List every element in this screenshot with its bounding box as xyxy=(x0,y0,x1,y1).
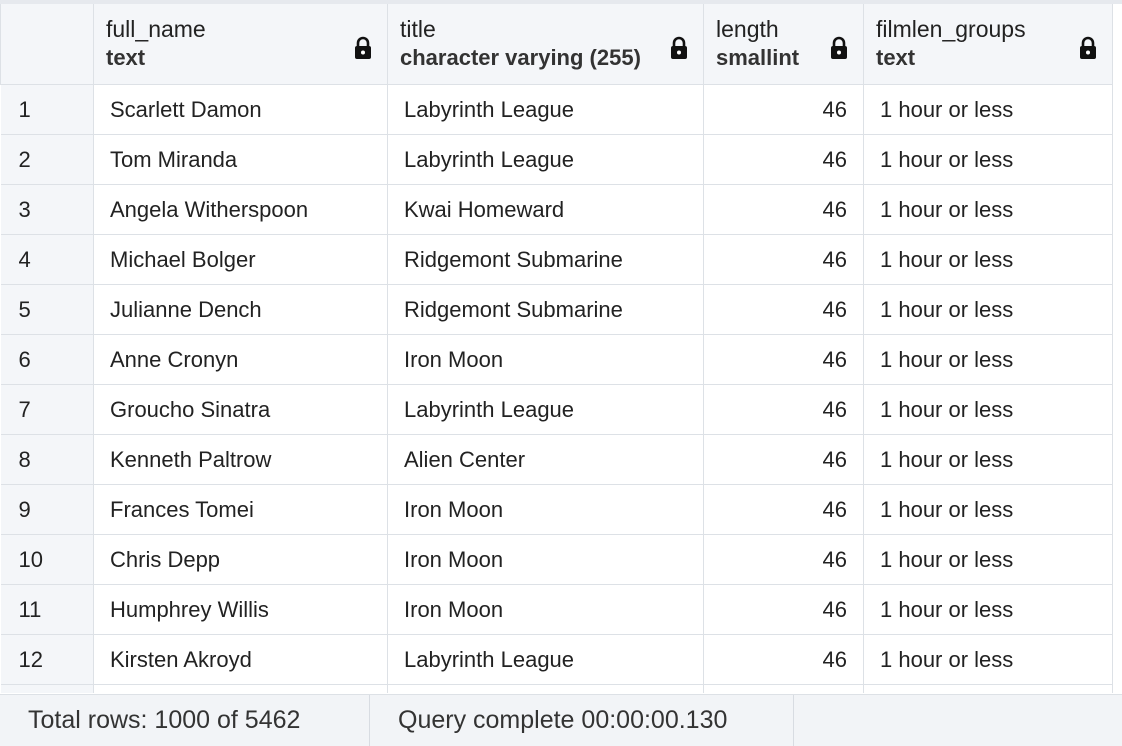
table-row[interactable]: 3 Angela Witherspoon Kwai Homeward 46 1 hour… xyxy=(0,184,1113,235)
cell-filmlen-groups[interactable]: 1 hour or less xyxy=(863,184,1113,235)
table-row[interactable]: 11 Humphrey Willis Iron Moon 46 1 hour or le… xyxy=(0,584,1113,635)
table-row[interactable]: 12 Kirsten Akroyd Labyrinth League 46 1 hour… xyxy=(0,634,1113,685)
cell-length[interactable]: 46 xyxy=(703,384,864,435)
cell-filmlen-groups[interactable]: 1 hour or less xyxy=(863,84,1113,135)
cell-filmlen-groups[interactable]: 1 hour or less xyxy=(863,284,1113,335)
status-bar: Total rows: 1000 of 5462 Query complete … xyxy=(0,694,1122,746)
row-number-cell[interactable]: 3 xyxy=(0,184,94,235)
results-body: 1 Scarlett Damon Labyrinth League 46 1 hour … xyxy=(0,84,1113,693)
row-number-cell[interactable]: 5 xyxy=(0,284,94,335)
table-row[interactable]: 7 Groucho Sinatra Labyrinth League 46 1 hour… xyxy=(0,384,1113,435)
cell-filmlen-groups[interactable]: 1 hour or less xyxy=(863,434,1113,485)
cell-full-name[interactable]: Julianne Dench xyxy=(93,284,388,335)
cell-length[interactable]: 46 xyxy=(703,284,864,335)
column-name: length xyxy=(716,16,779,42)
cell-title[interactable]: Ridgemont Submarine xyxy=(387,284,704,335)
cell-full-name[interactable]: Anne Cronyn xyxy=(93,334,388,385)
cell-title[interactable]: Iron Moon xyxy=(387,334,704,385)
cell-full-name[interactable]: Tom Miranda xyxy=(93,134,388,185)
cell-title[interactable]: Ridgemont Submarine xyxy=(387,234,704,285)
cell-full-name[interactable]: Scarlett Damon xyxy=(93,84,388,135)
cell-length[interactable]: 46 xyxy=(703,234,864,285)
column-header-title[interactable]: title character varying (255) xyxy=(387,4,704,85)
cell-filmlen-groups[interactable]: 1 hour or less xyxy=(863,484,1113,535)
cell-title[interactable]: Labyrinth League xyxy=(387,384,704,435)
column-header-full-name[interactable]: full_name text xyxy=(93,4,388,85)
cell-title[interactable]: Alien Center xyxy=(387,434,704,485)
table-row[interactable]: 8 Kenneth Paltrow Alien Center 46 1 hour or … xyxy=(0,434,1113,485)
table-row-partial xyxy=(0,684,1113,693)
lock-icon xyxy=(1080,36,1096,59)
column-type: smallint xyxy=(716,45,800,70)
cell-filmlen-groups[interactable]: 1 hour or less xyxy=(863,634,1113,685)
cell-filmlen-groups[interactable]: 1 hour or less xyxy=(863,134,1113,185)
row-number-cell[interactable]: 9 xyxy=(0,484,94,535)
cell-full-name[interactable]: Angela Witherspoon xyxy=(93,184,388,235)
row-number-cell[interactable]: 6 xyxy=(0,334,94,385)
table-row[interactable]: 9 Frances Tomei Iron Moon 46 1 hour or less xyxy=(0,484,1113,535)
lock-icon xyxy=(671,36,687,59)
cell-length[interactable]: 46 xyxy=(703,334,864,385)
cell-length[interactable]: 46 xyxy=(703,534,864,585)
table-row[interactable]: 2 Tom Miranda Labyrinth League 46 1 hour or … xyxy=(0,134,1113,185)
total-rows-status: Total rows: 1000 of 5462 xyxy=(0,695,370,746)
cell-length[interactable]: 46 xyxy=(703,584,864,635)
column-name: filmlen_groups xyxy=(876,16,1026,42)
cell-title[interactable]: Kwai Homeward xyxy=(387,184,704,235)
cell-length[interactable]: 46 xyxy=(703,84,864,135)
column-type: text xyxy=(876,45,916,70)
cell-full-name[interactable]: Groucho Sinatra xyxy=(93,384,388,435)
cell-title[interactable]: Iron Moon xyxy=(387,484,704,535)
table-row[interactable]: 6 Anne Cronyn Iron Moon 46 1 hour or less xyxy=(0,334,1113,385)
data-output-grid[interactable]: full_name text title characte xyxy=(0,0,1122,694)
header-row: full_name text title characte xyxy=(0,4,1113,85)
cell-length[interactable]: 46 xyxy=(703,134,864,185)
column-header-filmlen-groups[interactable]: filmlen_groups text xyxy=(863,4,1113,85)
cell-full-name[interactable]: Kenneth Paltrow xyxy=(93,434,388,485)
row-number-cell[interactable]: 1 xyxy=(0,84,94,135)
table-row[interactable]: 5 Julianne Dench Ridgemont Submarine 46 1 ho… xyxy=(0,284,1113,335)
table-row[interactable]: 1 Scarlett Damon Labyrinth League 46 1 hour … xyxy=(0,84,1113,135)
cell-length[interactable]: 46 xyxy=(703,434,864,485)
cell-full-name[interactable]: Kirsten Akroyd xyxy=(93,634,388,685)
results-table: full_name text title characte xyxy=(0,4,1113,693)
cell-length[interactable]: 46 xyxy=(703,634,864,685)
cell-title[interactable]: Labyrinth League xyxy=(387,634,704,685)
cell-full-name[interactable]: Chris Depp xyxy=(93,534,388,585)
query-time-status: Query complete 00:00:00.130 xyxy=(370,695,794,746)
cell-title[interactable]: Iron Moon xyxy=(387,534,704,585)
cell-filmlen-groups[interactable]: 1 hour or less xyxy=(863,584,1113,635)
row-number-cell[interactable]: 2 xyxy=(0,134,94,185)
row-number-cell[interactable]: 7 xyxy=(0,384,94,435)
cell-title[interactable]: Labyrinth League xyxy=(387,84,704,135)
cell-title[interactable]: Iron Moon xyxy=(387,584,704,635)
cell-full-name[interactable]: Frances Tomei xyxy=(93,484,388,535)
cell-length[interactable]: 46 xyxy=(703,184,864,235)
cell-full-name[interactable]: Humphrey Willis xyxy=(93,584,388,635)
cell-filmlen-groups[interactable]: 1 hour or less xyxy=(863,234,1113,285)
cell-filmlen-groups[interactable]: 1 hour or less xyxy=(863,334,1113,385)
cell-title[interactable]: Labyrinth League xyxy=(387,134,704,185)
cell-length[interactable]: 46 xyxy=(703,484,864,535)
column-name: full_name xyxy=(106,16,206,42)
column-type: character varying (255) xyxy=(400,45,641,70)
table-row[interactable]: 10 Chris Depp Iron Moon 46 1 hour or less xyxy=(0,534,1113,585)
cell-full-name[interactable]: Michael Bolger xyxy=(93,234,388,285)
row-number-header[interactable] xyxy=(0,4,94,85)
lock-icon xyxy=(831,36,847,59)
table-row[interactable]: 4 Michael Bolger Ridgemont Submarine 46 1 ho… xyxy=(0,234,1113,285)
row-number-cell[interactable]: 12 xyxy=(0,634,94,685)
column-type: text xyxy=(106,45,146,70)
cell-filmlen-groups[interactable]: 1 hour or less xyxy=(863,534,1113,585)
row-number-cell[interactable]: 11 xyxy=(0,584,94,635)
cell-filmlen-groups[interactable]: 1 hour or less xyxy=(863,384,1113,435)
row-number-cell[interactable]: 10 xyxy=(0,534,94,585)
row-number-cell[interactable]: 8 xyxy=(0,434,94,485)
column-name: title xyxy=(400,16,436,42)
row-number-cell[interactable]: 4 xyxy=(0,234,94,285)
lock-icon xyxy=(355,36,371,59)
column-header-length[interactable]: length smallint xyxy=(703,4,864,85)
